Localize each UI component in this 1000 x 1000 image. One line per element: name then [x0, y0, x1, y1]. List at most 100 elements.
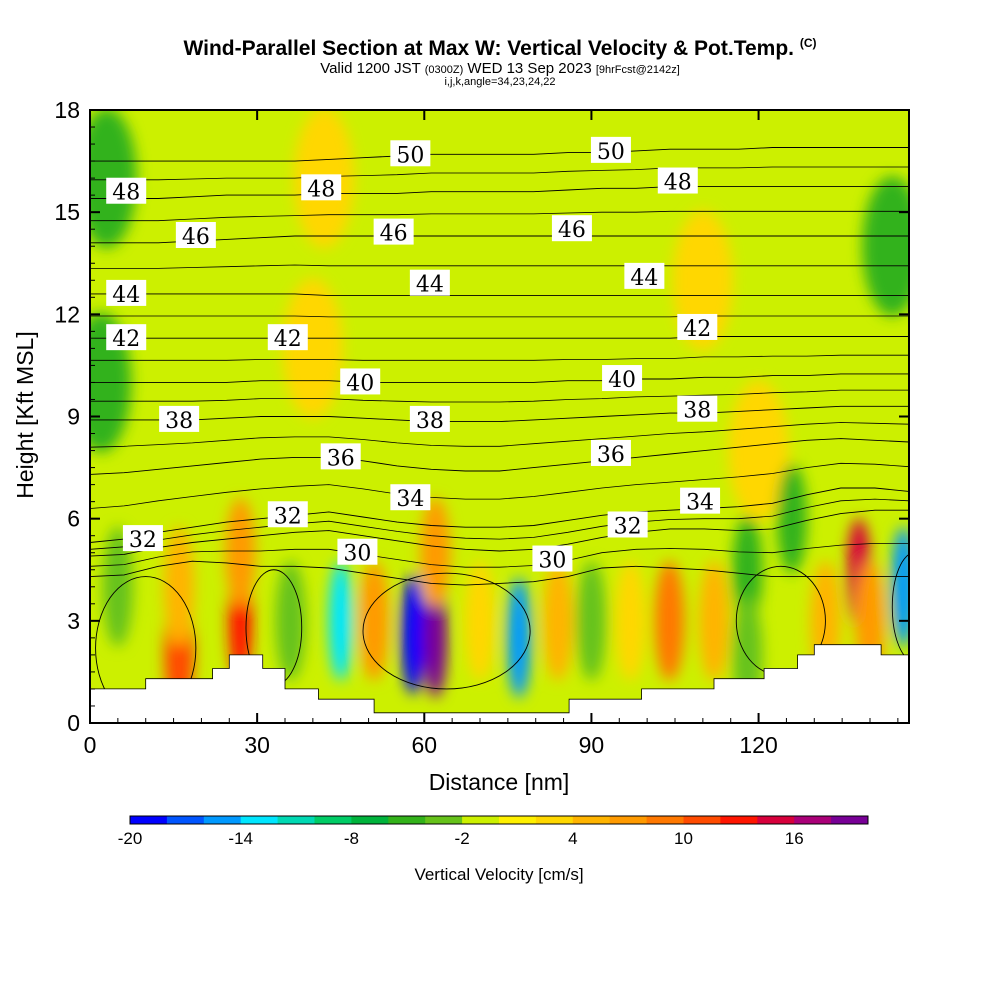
y-tick-label: 6 — [67, 506, 80, 532]
x-tick-label: 120 — [739, 732, 777, 758]
colorbar-tick-label: -8 — [344, 829, 359, 848]
contour-label: 30 — [532, 545, 573, 574]
contour-label: 30 — [337, 538, 378, 567]
contour-label-text: 32 — [614, 514, 642, 539]
velocity-cell — [423, 577, 448, 698]
contour-label-box — [390, 484, 431, 511]
contour-label-text: 32 — [274, 504, 302, 529]
contour-label: 48 — [657, 167, 698, 196]
contour-label: 42 — [106, 324, 147, 352]
colorbar-swatch — [646, 816, 684, 824]
velocity-cell — [225, 497, 256, 608]
velocity-cell — [102, 526, 133, 647]
chart-title-text: Wind-Parallel Section at Max W: Vertical… — [183, 37, 794, 60]
contour-label: 50 — [390, 140, 431, 168]
contour-label-text: 50 — [597, 140, 625, 165]
valid-time-utc: (0300Z) — [424, 64, 464, 76]
y-tick-label: 18 — [54, 97, 80, 123]
contour-label-box — [122, 525, 163, 552]
terrain-mask — [90, 644, 909, 723]
contour-label-text: 50 — [396, 143, 424, 168]
theta-contour-minor — [90, 354, 909, 361]
colorbar: -20 -14 -8 -2 4 10 16 — [118, 815, 869, 848]
contour-label-box — [409, 269, 450, 296]
theta-contour-minor — [90, 264, 909, 269]
velocity-cell — [359, 560, 390, 681]
velocity-cell — [507, 577, 531, 698]
contour-label: 42 — [677, 313, 718, 342]
contour-label-box — [390, 140, 431, 167]
contour-label-box — [175, 222, 216, 249]
contour-label-text: 30 — [538, 549, 566, 574]
contour-label: 40 — [340, 368, 381, 396]
contour-label: 32 — [267, 501, 308, 529]
contour-label-box — [624, 262, 665, 289]
x-tick-label: 0 — [84, 732, 97, 758]
theta-contour-44 — [90, 293, 909, 297]
theta-contour-40 — [90, 373, 909, 383]
y-axis-title: Height [Kft MSL] — [12, 331, 38, 498]
contour-label-box — [337, 538, 378, 565]
contour-label-box — [532, 545, 573, 572]
colorbar-tick-label: 10 — [674, 829, 693, 848]
colorbar-swatch — [130, 816, 168, 824]
contour-label-text: 38 — [165, 409, 193, 434]
colorbar-swatch — [794, 816, 832, 824]
contour-label-box — [590, 136, 631, 163]
contour-label-text: 42 — [274, 327, 302, 352]
colorbar-swatch — [388, 816, 426, 824]
grid-indices: i,j,k,angle=34,23,24,22 — [444, 76, 556, 88]
x-tick-label: 30 — [244, 732, 270, 758]
contour-label-text: 40 — [608, 368, 636, 393]
contour-label: 42 — [267, 324, 308, 352]
forecast-info: [9hrFcst@2142z] — [595, 64, 680, 76]
contour-label: 38 — [677, 395, 718, 424]
theta-contour-minor — [90, 210, 909, 222]
valid-time: Valid 1200 JST — [320, 60, 421, 77]
contour-label-text: 34 — [686, 491, 714, 516]
colorbar-swatch — [720, 816, 758, 824]
contour-label-box — [320, 443, 361, 470]
theta-contour-minor — [90, 462, 909, 509]
colorbar-tick-label: 16 — [785, 829, 804, 848]
contour-label-box — [677, 313, 718, 340]
valid-date: WED 13 Sep 2023 — [467, 60, 592, 77]
chart-title: Wind-Parallel Section at Max W: Vertical… — [0, 36, 1000, 61]
velocity-cell — [164, 526, 195, 647]
contour-label: 32 — [607, 511, 648, 539]
colorbar-swatch — [462, 816, 500, 824]
colorbar-tick-label: 4 — [568, 829, 577, 848]
contour-label-text: 44 — [416, 273, 444, 298]
contour-label-text: 36 — [597, 443, 625, 468]
theta-contour-30 — [90, 560, 909, 586]
theta-contour-38 — [90, 405, 909, 423]
contour-label-text: 46 — [380, 222, 408, 247]
contour-label: 34 — [680, 487, 721, 516]
contour-label-text: 48 — [112, 181, 140, 206]
contour-label-text: 36 — [327, 446, 355, 471]
colorbar-swatch — [166, 816, 205, 824]
contour-label-box — [159, 405, 200, 432]
velocity-cell — [282, 278, 343, 419]
colorbar-swatch — [277, 816, 315, 824]
colorbar-swatch — [757, 816, 795, 824]
contour-label-box — [340, 368, 381, 395]
contour-label-box — [607, 511, 648, 538]
y-tick-label: 9 — [67, 404, 80, 430]
velocity-cell — [777, 463, 807, 574]
contour-label-text: 42 — [683, 317, 711, 342]
contour-labels: 30 30 32 32 32 34 34 36 36 38 38 38 40 40 42 42 42 44 44 44… — [106, 136, 721, 574]
colorbar-frame — [129, 815, 869, 825]
velocity-cell — [420, 497, 451, 608]
contour-label: 46 — [175, 222, 216, 250]
x-tick-label: 60 — [411, 732, 437, 758]
contour-label-text: 34 — [396, 487, 424, 512]
plot-area: 30 30 32 32 32 34 34 36 36 38 38 38 40 40 42 42 42 44 44 44… — [90, 110, 909, 723]
colorbar-swatch — [572, 816, 611, 824]
theta-contour-minor — [90, 422, 909, 448]
contour-label: 36 — [320, 443, 361, 471]
contour-label-text: 48 — [307, 177, 335, 202]
theta-contour-42 — [90, 336, 909, 339]
colorbar-swatch — [683, 816, 721, 824]
